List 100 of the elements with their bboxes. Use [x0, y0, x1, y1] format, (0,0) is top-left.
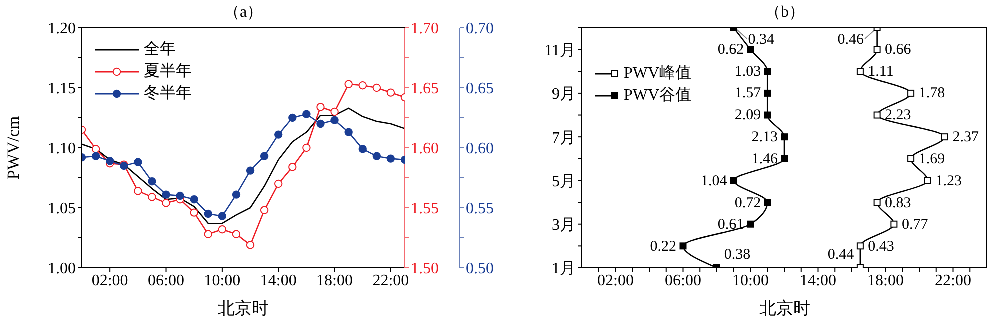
x-tick-label: 06:00 [665, 272, 702, 290]
point [856, 242, 864, 250]
point [218, 226, 227, 234]
y-tick-label: 9月 [552, 86, 576, 104]
point [890, 220, 898, 228]
point [190, 196, 198, 204]
annotation: 2.09 [734, 108, 762, 124]
y-tick-label: 7月 [552, 130, 576, 147]
y-tick-label: 5月 [552, 173, 576, 190]
annotation: 2.13 [752, 130, 778, 146]
annotation: 1.23 [936, 173, 962, 190]
point [874, 199, 881, 206]
point [148, 178, 156, 186]
point [924, 177, 932, 184]
point [781, 155, 788, 162]
point [260, 152, 269, 160]
x-tick-label: 10:00 [204, 272, 241, 290]
annotation: 0.83 [885, 195, 912, 212]
annotation: 1.04 [701, 173, 728, 190]
point [372, 84, 382, 92]
annotation: 0.43 [868, 239, 894, 256]
annotation: 0.34 [748, 32, 775, 48]
y3-tick-label: 0.55 [466, 200, 494, 218]
point [330, 116, 339, 124]
point [730, 177, 738, 184]
x-tick-label: 02:00 [92, 272, 128, 290]
annotation: 0.38 [724, 247, 751, 263]
point [908, 155, 915, 162]
point [764, 90, 772, 97]
annotation: 0.66 [885, 42, 912, 58]
x-tick-label: 22:00 [935, 272, 972, 290]
annotation: 0.77 [902, 217, 929, 234]
x-tick-label: 06:00 [148, 272, 184, 290]
x-axis-title: 北京时 [217, 298, 270, 320]
annotation: 1.46 [752, 151, 778, 168]
point [190, 208, 198, 217]
y3-tick-label: 0.70 [466, 20, 494, 38]
legend-label: 冬半年 [144, 84, 192, 104]
point [246, 241, 255, 250]
y-tick-label: 3月 [552, 217, 576, 234]
point [232, 230, 241, 238]
point [134, 187, 142, 196]
y-tick-label: 1月 [552, 260, 576, 278]
point [764, 199, 772, 206]
point [274, 130, 283, 139]
x-tick-label: 02:00 [598, 272, 634, 290]
point [204, 230, 212, 238]
chart-title: （a） [222, 3, 264, 23]
point [874, 46, 881, 54]
point [344, 80, 353, 88]
point [106, 157, 114, 166]
point [764, 68, 772, 76]
point [781, 134, 788, 141]
x-tick-label: 18:00 [868, 272, 904, 290]
point [260, 206, 269, 214]
point [358, 145, 367, 154]
point [288, 163, 297, 172]
point [162, 190, 170, 199]
point [874, 112, 881, 119]
y3-tick-label: 0.65 [466, 80, 494, 98]
legend-label: 全年 [144, 40, 176, 60]
point [134, 158, 142, 166]
annotation: 0.61 [718, 217, 744, 234]
y-tick-label: 1.10 [48, 140, 76, 158]
point [908, 90, 915, 97]
y2-tick-label: 1.55 [411, 200, 439, 218]
point [288, 114, 297, 122]
annotation: 1.57 [734, 86, 762, 102]
y-tick-label: 1.00 [48, 260, 76, 278]
point [372, 152, 382, 160]
legend-label: 夏半年 [144, 62, 192, 82]
annotation: 0.44 [828, 247, 855, 263]
annotation: 0.62 [718, 42, 744, 58]
x-tick-label: 18:00 [316, 272, 354, 290]
chart-title: （b） [764, 3, 806, 23]
point [316, 120, 325, 128]
y-tick-label: 1.20 [48, 20, 76, 38]
point [92, 145, 100, 154]
point [232, 190, 241, 199]
point [747, 46, 754, 54]
point [856, 68, 864, 76]
point [358, 82, 367, 90]
point [302, 110, 311, 118]
point [330, 108, 339, 116]
point [386, 154, 396, 163]
point [176, 192, 184, 200]
legend-label: PWV谷值 [624, 86, 692, 106]
point [747, 220, 754, 228]
y-tick-label: 1.15 [48, 80, 76, 98]
point [316, 103, 325, 112]
point [386, 88, 396, 97]
y3-tick-label: 0.60 [466, 140, 494, 158]
x-tick-label: 10:00 [732, 272, 769, 290]
y2-tick-label: 1.60 [411, 140, 439, 158]
point [680, 242, 687, 250]
x-tick-label: 14:00 [800, 272, 836, 290]
point [941, 134, 948, 141]
annotation: 0.72 [734, 195, 762, 212]
x-axis-title: 北京时 [758, 298, 812, 320]
point [204, 210, 212, 218]
